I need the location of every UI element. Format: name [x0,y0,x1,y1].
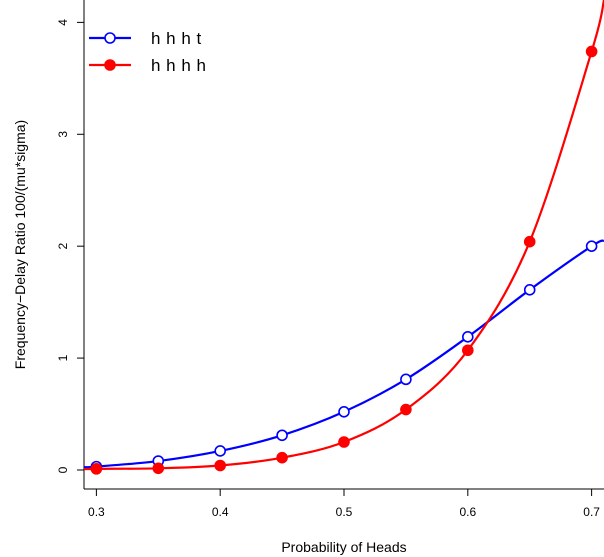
data-point [400,373,412,386]
data-point [338,405,350,418]
x-tick-label: 0.7 [583,505,600,519]
legend-marker [104,59,116,71]
data-point [152,462,165,475]
y-tick-label: 2 [56,243,70,250]
x-tick-label: 0.5 [336,505,353,519]
x-tick-label: 0.6 [459,505,476,519]
series-2 [84,0,604,475]
y-axis: 0 1 2 3 4 [56,19,84,473]
y-tick-label: 1 [56,354,70,361]
data-point [276,429,288,442]
x-axis-title: Probability of Heads [281,539,406,555]
data-point [462,331,474,343]
x-axis: 0.3 0.4 0.5 0.6 0.7 [88,489,600,519]
data-point [338,436,350,448]
data-point [400,403,412,416]
legend-label: h h h t [151,29,202,48]
series-line [84,239,604,469]
y-tick-label: 0 [56,466,70,473]
legend-marker [104,32,116,44]
x-tick-label: 0.3 [88,505,105,519]
data-point [523,284,536,296]
y-tick-label: 4 [56,19,70,26]
data-point [90,463,103,475]
data-point [276,451,288,464]
data-point [214,445,226,457]
y-axis-title: Frequency−Delay Ratio 100/(mu*sigma) [12,120,28,369]
data-point [585,240,598,252]
legend-label: h h h h [151,56,207,75]
x-tick-label: 0.4 [212,505,229,519]
data-point [523,235,536,248]
data-point [585,45,598,58]
series-layer [84,0,604,475]
data-point [214,459,226,472]
y-tick-label: 3 [56,131,70,138]
legend: h h h t h h h h [89,29,207,75]
data-point [462,344,474,357]
